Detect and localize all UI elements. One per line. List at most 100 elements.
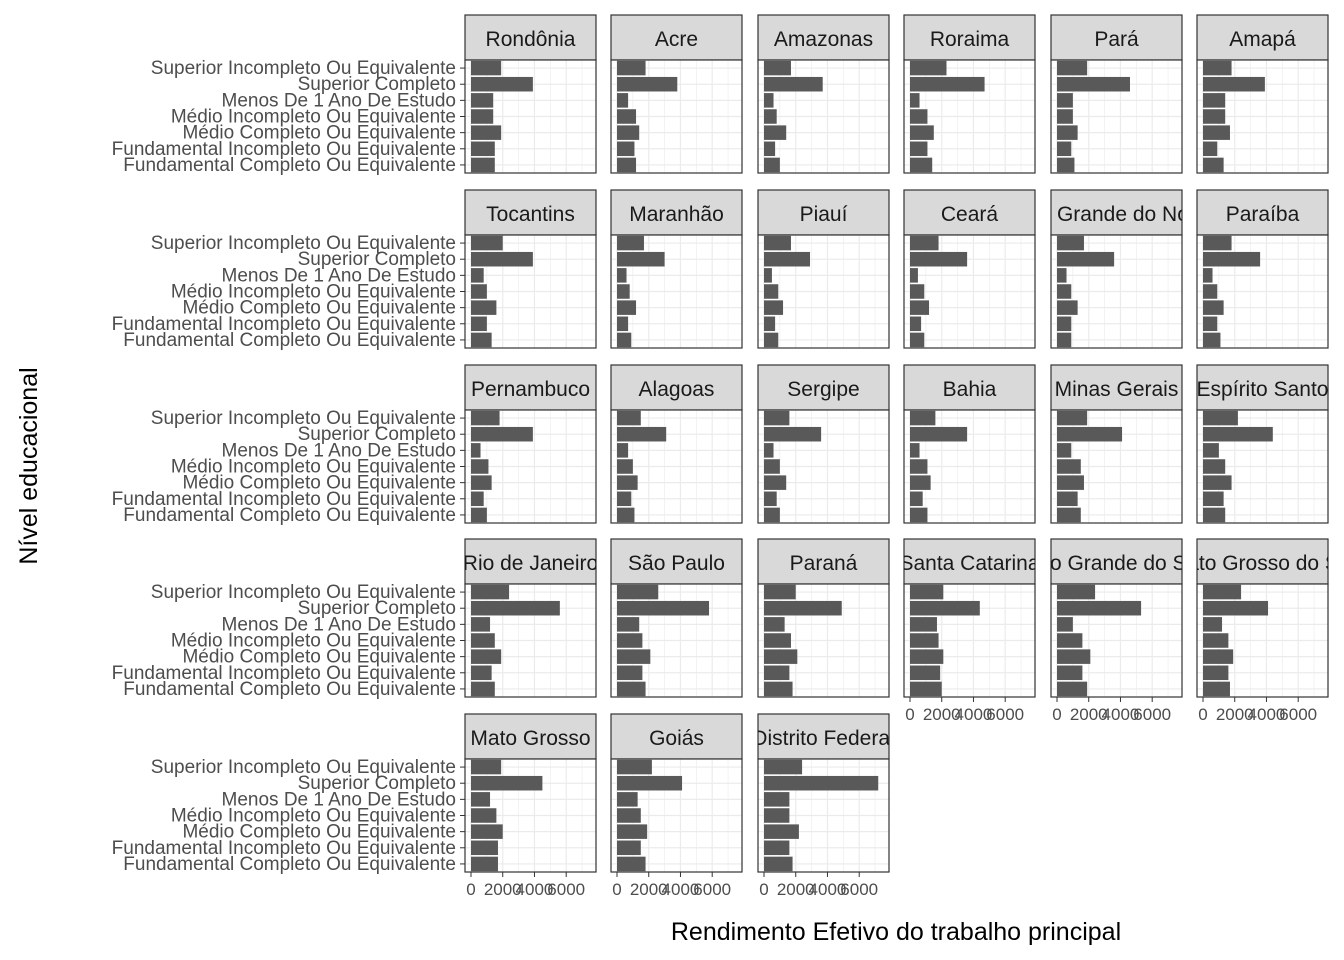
facet-strip-label: Alagoas: [639, 378, 715, 401]
facet-strip-label: Paraná: [790, 552, 858, 575]
facet-panel-rondonia: Rondônia Superior Incompleto Ou Equivalen…: [112, 14, 597, 176]
panel-border: [757, 409, 890, 524]
bar-superior-completo: [1057, 600, 1142, 616]
bar-fundamental-completo-ou-equivalente: [1057, 507, 1081, 523]
facet-panel-bahia: Bahia: [903, 364, 1036, 524]
bar-menos-de-1-ano-de-estudo: [1057, 268, 1067, 283]
bar-menos-de-1-ano-de-estudo: [1203, 93, 1226, 108]
panel-border: [610, 409, 743, 524]
bar-fundamental-incompleto-ou-equivalente: [764, 491, 777, 507]
facet-strip: [757, 14, 890, 61]
bar-fundamental-incompleto-ou-equivalente: [1057, 665, 1083, 681]
bar-medio-incompleto-ou-equivalente: [910, 459, 928, 474]
bar-menos-de-1-ano-de-estudo: [617, 93, 629, 108]
bar-fundamental-incompleto-ou-equivalente: [1203, 141, 1218, 157]
facet-strip: [1050, 364, 1183, 411]
bar-superior-incompleto-ou-equivalente: [1203, 410, 1238, 426]
bar-medio-completo-ou-equivalente: [764, 649, 798, 664]
facet-panel-para: Pará: [1050, 14, 1183, 174]
bar-fundamental-incompleto-ou-equivalente: [910, 316, 922, 332]
bar-medio-completo-ou-equivalente: [1057, 300, 1078, 315]
facet-strip-label: Distrito Federal: [752, 727, 894, 750]
facet-strip-label: São Paulo: [628, 552, 725, 575]
panel-border: [610, 758, 743, 873]
bar-fundamental-completo-ou-equivalente: [910, 507, 928, 523]
facet-strip-label: Ceará: [941, 203, 999, 226]
bar-menos-de-1-ano-de-estudo: [471, 93, 494, 108]
bar-fundamental-completo-ou-equivalente: [617, 507, 635, 523]
facet-strip-label: Mato Grosso do Sul: [1170, 552, 1344, 575]
bar-fundamental-completo-ou-equivalente: [764, 157, 780, 173]
bar-superior-completo: [617, 600, 710, 616]
bar-medio-incompleto-ou-equivalente: [1057, 109, 1073, 124]
bar-superior-incompleto-ou-equivalente: [617, 60, 646, 76]
y-tick-label: Fundamental Incompleto Ou Equivalente: [112, 314, 456, 335]
bar-superior-completo: [1203, 251, 1261, 267]
y-tick-label: Fundamental Incompleto Ou Equivalente: [112, 139, 456, 160]
panel-border: [903, 59, 1036, 174]
bar-fundamental-completo-ou-equivalente: [617, 681, 646, 697]
bar-superior-incompleto-ou-equivalente: [1203, 584, 1242, 600]
x-tick-label: 0: [1052, 705, 1061, 724]
bar-medio-completo-ou-equivalente: [1203, 300, 1224, 315]
bar-fundamental-incompleto-ou-equivalente: [617, 316, 629, 332]
facet-panel-alagoas: Alagoas: [610, 364, 743, 524]
bar-fundamental-incompleto-ou-equivalente: [1057, 316, 1072, 332]
bar-fundamental-completo-ou-equivalente: [764, 856, 793, 872]
bar-superior-incompleto-ou-equivalente: [764, 60, 791, 76]
bar-medio-incompleto-ou-equivalente: [471, 808, 497, 823]
y-tick-label: Médio Completo Ou Equivalente: [182, 822, 456, 843]
bar-fundamental-completo-ou-equivalente: [1057, 157, 1075, 173]
x-tick-label: 0: [759, 880, 768, 899]
bar-menos-de-1-ano-de-estudo: [617, 443, 629, 458]
bar-fundamental-incompleto-ou-equivalente: [617, 840, 641, 856]
facet-strip-label: Roraima: [930, 28, 1010, 51]
facet-panel-paraiba: Paraíba: [1196, 189, 1329, 349]
bar-superior-completo: [471, 600, 560, 616]
y-tick-label: Superior Incompleto Ou Equivalente: [151, 233, 456, 254]
bar-superior-completo: [764, 775, 879, 791]
bar-medio-completo-ou-equivalente: [764, 300, 784, 315]
y-tick-label: Superior Completo: [298, 598, 456, 619]
x-tick-label: 4000: [662, 880, 700, 899]
panel-border: [1196, 59, 1329, 174]
facet-strip: [903, 364, 1036, 411]
y-tick-label: Fundamental Completo Ou Equivalente: [123, 505, 456, 526]
y-tick-label: Superior Completo: [298, 74, 456, 95]
panel-border: [903, 234, 1036, 349]
facet-strip-label: Pará: [1094, 28, 1139, 51]
x-tick-label: 6000: [547, 880, 585, 899]
bar-superior-incompleto-ou-equivalente: [1057, 60, 1088, 76]
facet-panel-rio-grande-do-norte: Rio Grande do Norte: [1050, 189, 1183, 349]
bar-medio-incompleto-ou-equivalente: [764, 808, 790, 823]
bar-menos-de-1-ano-de-estudo: [764, 268, 772, 283]
bar-superior-incompleto-ou-equivalente: [1057, 235, 1084, 251]
y-tick-label: Médio Completo Ou Equivalente: [182, 647, 456, 668]
y-tick-label: Médio Completo Ou Equivalente: [182, 123, 456, 144]
bar-superior-completo: [617, 251, 665, 267]
facet-strip: [903, 538, 1036, 585]
panel-border: [1050, 234, 1183, 349]
y-tick-label: Fundamental Incompleto Ou Equivalente: [112, 489, 456, 510]
bar-fundamental-incompleto-ou-equivalente: [1203, 491, 1224, 507]
bar-fundamental-completo-ou-equivalente: [764, 681, 793, 697]
bar-superior-completo: [910, 76, 985, 92]
bar-fundamental-completo-ou-equivalente: [910, 681, 942, 697]
facet-strip: [1196, 538, 1329, 585]
panel-border: [610, 583, 743, 698]
bar-medio-incompleto-ou-equivalente: [764, 633, 791, 648]
bar-menos-de-1-ano-de-estudo: [764, 617, 785, 632]
bar-fundamental-completo-ou-equivalente: [471, 507, 487, 523]
y-tick-label: Médio Incompleto Ou Equivalente: [171, 806, 456, 827]
facet-strip: [903, 14, 1036, 61]
x-tick-label: 6000: [693, 880, 731, 899]
bar-superior-incompleto-ou-equivalente: [764, 584, 796, 600]
bar-fundamental-incompleto-ou-equivalente: [617, 665, 643, 681]
bar-fundamental-incompleto-ou-equivalente: [617, 141, 635, 157]
facet-strip: [464, 713, 597, 760]
y-tick-label: Menos De 1 Ano De Estudo: [222, 789, 456, 810]
facet-strip: [1050, 538, 1183, 585]
y-tick-label: Fundamental Incompleto Ou Equivalente: [112, 663, 456, 684]
bar-fundamental-completo-ou-equivalente: [471, 681, 495, 697]
